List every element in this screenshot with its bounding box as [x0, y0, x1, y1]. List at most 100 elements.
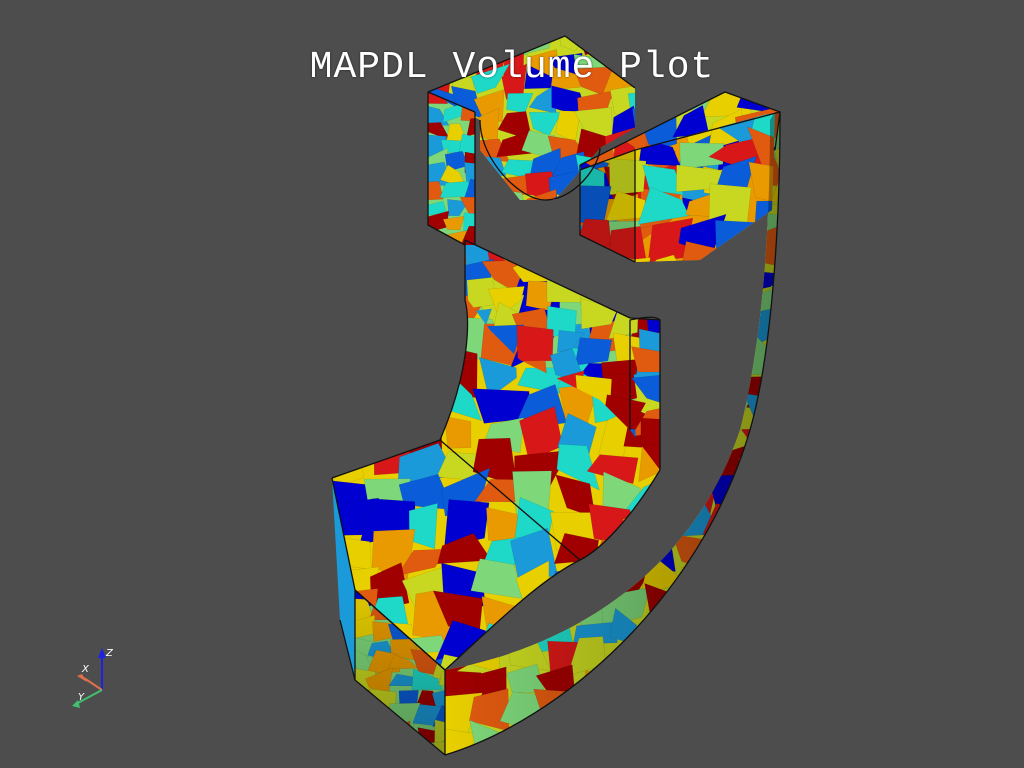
mesh-element — [737, 451, 780, 490]
mesh-element — [355, 689, 375, 716]
mesh-element — [578, 268, 620, 299]
mesh-element — [705, 748, 746, 755]
orientation-axes-widget[interactable]: Z X Y — [60, 640, 130, 715]
mesh-element — [678, 587, 721, 621]
mesh-element — [674, 447, 708, 493]
mesh-element — [769, 666, 780, 707]
mesh-element — [556, 240, 592, 273]
mesh-element — [701, 281, 743, 318]
mesh-element — [783, 510, 811, 539]
mesh-element — [511, 240, 556, 267]
mesh-element — [356, 242, 417, 272]
mesh-element — [390, 747, 415, 755]
mesh-element — [366, 380, 412, 428]
mesh-element — [458, 133, 475, 155]
mesh-element — [572, 693, 611, 737]
mesh-element — [670, 400, 713, 428]
mesh-element — [512, 601, 564, 636]
mesh-element — [673, 612, 720, 656]
mesh-element — [737, 504, 780, 535]
mesh-element — [444, 499, 490, 548]
mesh-element — [554, 565, 598, 603]
mesh-element — [715, 220, 761, 262]
mesh-element — [364, 315, 408, 357]
mesh-element — [504, 200, 543, 235]
mesh-element — [770, 283, 780, 328]
mesh-element — [355, 737, 376, 755]
mesh-element — [332, 265, 379, 304]
mesh-element — [368, 706, 392, 732]
mesh-element — [447, 752, 482, 755]
mesh-element — [668, 724, 718, 749]
bottom-left-face — [332, 478, 355, 680]
mesh-element — [600, 258, 645, 300]
mesh-element — [708, 372, 751, 408]
mesh-element — [785, 336, 809, 377]
mesh-element — [773, 645, 780, 679]
mesh-element — [428, 233, 447, 245]
mesh-element — [638, 254, 684, 262]
mesh-element — [556, 329, 585, 353]
mesh-element — [586, 251, 618, 294]
mesh-element — [478, 212, 511, 242]
mesh-element — [784, 588, 819, 627]
z-axis-label: Z — [105, 648, 114, 659]
mesh-element — [748, 541, 780, 572]
mesh-element — [740, 752, 776, 755]
mesh-element — [637, 258, 660, 291]
mesh-element — [737, 590, 780, 625]
mesh-element — [400, 259, 447, 308]
mesh-element — [673, 665, 723, 697]
mesh-element — [585, 256, 643, 298]
mesh-element — [471, 155, 507, 181]
mesh-element — [442, 215, 465, 231]
mesh-element — [615, 670, 639, 699]
mesh-element — [676, 688, 708, 735]
mesh-element — [403, 288, 453, 338]
y-axis-label: Y — [78, 692, 85, 703]
mesh-element — [744, 731, 780, 755]
mesh-element — [770, 752, 780, 755]
mesh-element — [751, 619, 780, 652]
mesh-element — [581, 554, 621, 602]
mesh-element — [461, 225, 475, 245]
mesh-element — [408, 502, 438, 550]
mesh-element — [577, 744, 621, 755]
mesh-element — [478, 758, 511, 768]
mesh-element — [784, 120, 822, 153]
mesh-element — [600, 716, 645, 755]
mesh-element — [741, 663, 780, 706]
mesh-element — [713, 646, 741, 681]
mesh-element — [499, 191, 528, 200]
mesh-element — [674, 749, 720, 755]
mesh-element — [642, 164, 684, 196]
mesh-element — [784, 421, 808, 464]
mesh-element — [773, 146, 780, 190]
mesh-element — [637, 274, 660, 318]
mesh-element — [702, 700, 755, 736]
mesh-element — [742, 555, 780, 598]
mesh-element — [504, 228, 535, 265]
mesh-element — [412, 382, 450, 430]
mesh-element — [717, 318, 753, 352]
mesh-element — [584, 670, 621, 708]
mesh-element — [769, 445, 780, 493]
mesh-element — [672, 638, 720, 681]
mesh-element — [355, 703, 378, 732]
mesh-element — [538, 745, 578, 755]
mesh-element — [466, 117, 475, 137]
mesh-element — [710, 252, 763, 262]
mesh-element — [411, 350, 452, 399]
mesh-element — [610, 257, 651, 262]
mesh-element — [679, 142, 724, 169]
mesh-element — [550, 66, 581, 91]
x-axis-line — [83, 677, 103, 691]
mesh-element — [609, 274, 644, 311]
mesh-element — [623, 649, 660, 670]
mesh-element — [737, 633, 780, 676]
mesh-element — [684, 337, 707, 379]
mesh-element — [473, 190, 504, 200]
mesh-element — [715, 261, 746, 294]
